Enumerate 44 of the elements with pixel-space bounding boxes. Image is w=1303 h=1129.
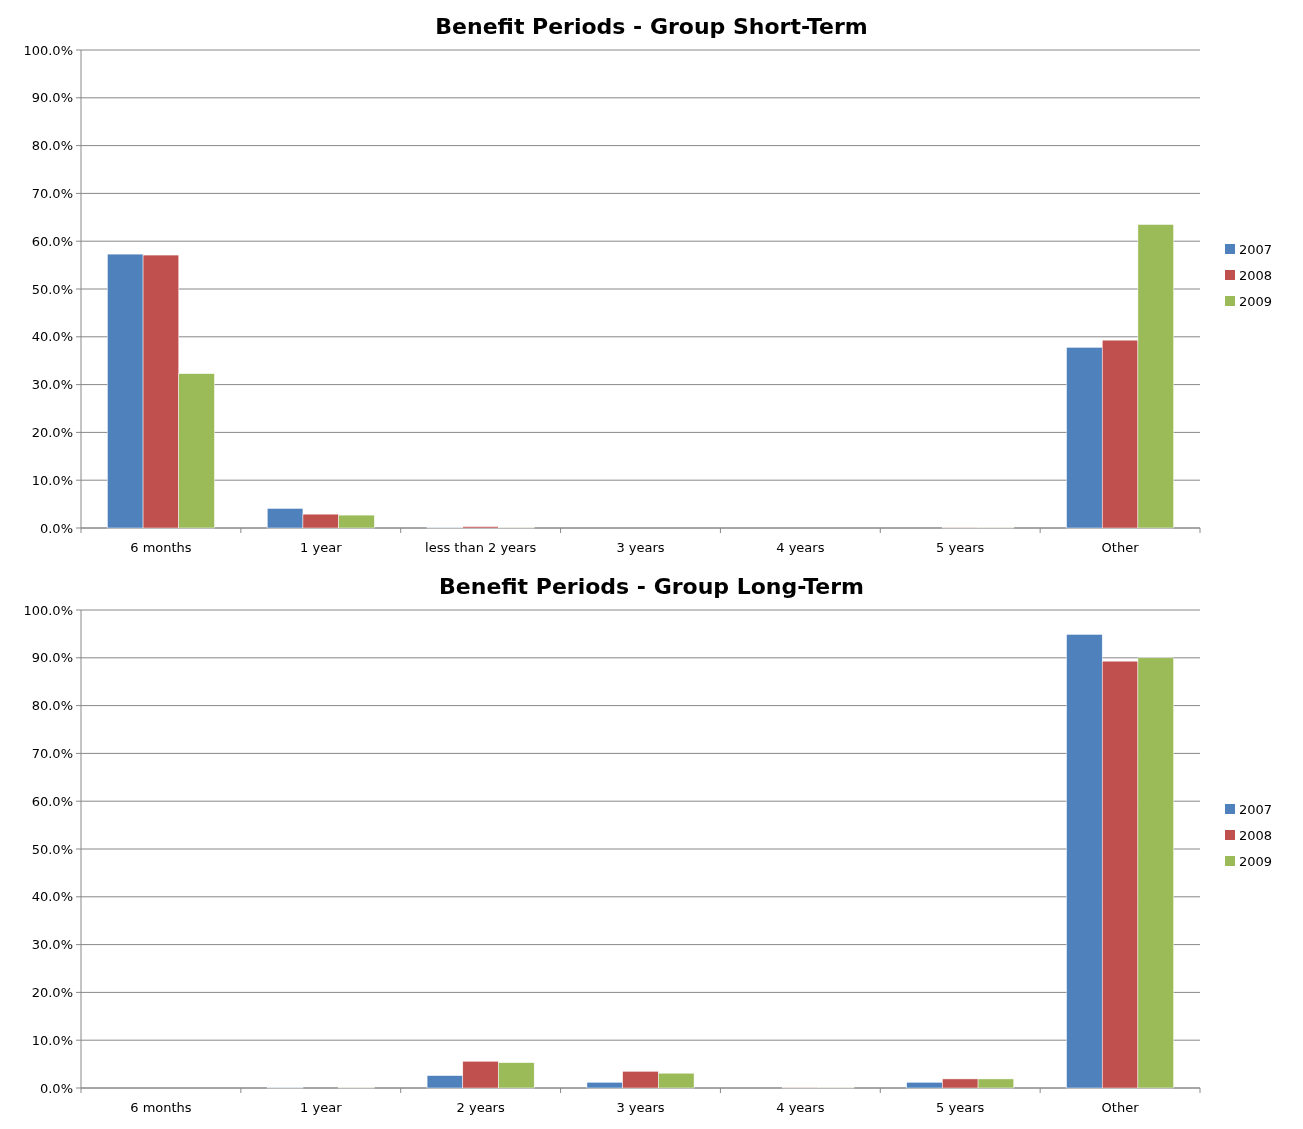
y-tick-label: 40.0% xyxy=(31,329,73,345)
y-tick-label: 80.0% xyxy=(31,138,73,154)
chart-title: Benefit Periods - Group Long-Term xyxy=(439,574,864,599)
x-tick-label: 6 months xyxy=(130,1100,192,1115)
y-tick-label: 60.0% xyxy=(31,233,73,249)
x-tick-label: 3 years xyxy=(616,1100,665,1115)
y-tick-label: 70.0% xyxy=(31,745,73,761)
y-tick-label: 0.0% xyxy=(39,1080,73,1096)
x-tick-label: 1 year xyxy=(300,1100,343,1115)
legend-label: 2007 xyxy=(1239,241,1273,257)
y-tick-label: 80.0% xyxy=(31,698,73,714)
y-tick-label: 100.0% xyxy=(23,602,73,618)
x-tick-label: 5 years xyxy=(936,1100,985,1115)
x-tick-label: 6 months xyxy=(130,540,192,555)
y-tick-label: 40.0% xyxy=(31,889,73,905)
legend-label: 2009 xyxy=(1239,853,1273,869)
y-tick-label: 60.0% xyxy=(31,793,73,809)
y-tick-label: 30.0% xyxy=(31,377,73,393)
legend-label: 2009 xyxy=(1239,293,1273,309)
legend-label: 2008 xyxy=(1239,827,1273,843)
y-tick-label: 50.0% xyxy=(31,281,73,297)
x-tick-label: 5 years xyxy=(936,540,985,555)
legend-label: 2008 xyxy=(1239,267,1273,283)
chart-title: Benefit Periods - Group Short-Term xyxy=(435,14,868,39)
y-tick-label: 90.0% xyxy=(31,650,73,666)
y-tick-label: 50.0% xyxy=(31,841,73,857)
x-tick-label: 4 years xyxy=(776,1100,825,1115)
x-tick-label: 3 years xyxy=(616,540,665,555)
x-tick-label: 4 years xyxy=(776,540,825,555)
y-tick-label: 20.0% xyxy=(31,424,73,440)
y-tick-label: 10.0% xyxy=(31,1032,73,1048)
x-tick-label: Other xyxy=(1101,540,1140,555)
y-tick-label: 70.0% xyxy=(31,185,73,201)
y-tick-label: 10.0% xyxy=(31,472,73,488)
x-tick-label: Other xyxy=(1101,1100,1140,1115)
y-tick-label: 20.0% xyxy=(31,984,73,1000)
x-tick-label: 1 year xyxy=(300,540,343,555)
y-tick-label: 90.0% xyxy=(31,90,73,106)
x-tick-label: less than 2 years xyxy=(425,540,537,555)
y-tick-label: 100.0% xyxy=(23,42,73,58)
y-tick-label: 30.0% xyxy=(31,937,73,953)
x-tick-label: 2 years xyxy=(456,1100,505,1115)
legend-label: 2007 xyxy=(1239,801,1273,817)
y-tick-label: 0.0% xyxy=(39,520,73,536)
